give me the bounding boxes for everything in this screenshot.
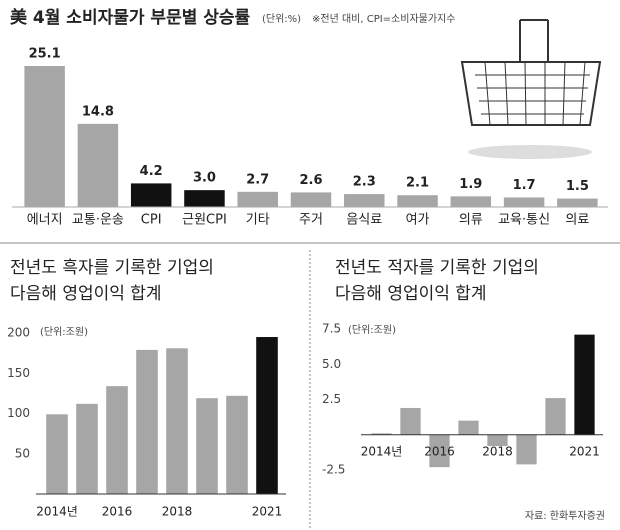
bar [516, 434, 537, 465]
bar [450, 196, 492, 207]
value-label: 2.6 [299, 173, 322, 188]
bar [76, 403, 98, 494]
unit-label: (단위:조원) [40, 325, 88, 338]
bar [136, 349, 158, 494]
bar [487, 434, 508, 447]
x-tick-label: 2018 [162, 505, 193, 519]
y-tick-label: 7.5 [322, 322, 341, 336]
unit-label: (단위:%) [262, 12, 301, 25]
x-tick-label: 2016 [102, 505, 133, 519]
bar [545, 398, 566, 435]
bar [166, 348, 188, 494]
chart-title: 전년도 적자를 기록한 기업의 [335, 258, 539, 278]
x-tick-label: 2018 [482, 445, 513, 459]
x-tick-label: 2016 [424, 445, 455, 459]
x-tick-label: 2021 [252, 505, 283, 519]
y-tick-label: 150 [7, 366, 30, 380]
bar [458, 420, 479, 435]
x-tick-label: 2014년 [36, 505, 78, 519]
bar [46, 414, 68, 494]
bar [290, 192, 332, 207]
chart-title: 美 4월 소비자물가 부문별 상승률 [10, 7, 251, 28]
y-tick-label: 2.5 [322, 392, 341, 406]
basket-illustration [460, 19, 602, 159]
x-tick-label: CPI [141, 213, 162, 228]
x-tick-label: 교통·운송 [72, 213, 124, 228]
x-tick-label: 주거 [299, 213, 323, 228]
value-label: 25.1 [29, 47, 61, 62]
bar [256, 337, 278, 494]
x-tick-label: 에너지 [27, 213, 63, 228]
chart-title: 전년도 흑자를 기록한 기업의 [10, 258, 214, 278]
chart-title: 다음해 영업이익 합계 [335, 284, 487, 304]
x-tick-label: 의류 [459, 213, 483, 228]
y-tick-label: 50 [15, 446, 30, 460]
bar [77, 123, 119, 207]
unit-label: (단위:조원) [348, 323, 396, 336]
value-label: 1.5 [566, 179, 589, 194]
x-tick-label: 기타 [246, 213, 270, 228]
x-tick-label: 의료 [565, 213, 589, 228]
bar [344, 194, 385, 207]
x-tick-label: 2021 [569, 445, 600, 459]
bar [106, 386, 128, 494]
source: 자료: 한화투자증권 [525, 510, 605, 522]
bar [503, 197, 545, 207]
x-tick-label: 여가 [406, 213, 430, 228]
bar [226, 395, 248, 494]
value-label: 14.8 [82, 104, 114, 119]
bar [196, 398, 218, 494]
bar [237, 191, 278, 207]
value-label: 3.0 [193, 171, 216, 186]
value-label: 2.7 [246, 172, 269, 187]
bar [429, 434, 450, 468]
bar [400, 407, 421, 435]
bar [371, 433, 392, 435]
note: ※전년 대비, CPI=소비자물가지수 [312, 13, 455, 25]
y-tick-label: 5.0 [322, 357, 341, 371]
bar [24, 66, 65, 207]
x-tick-label: 2014년 [361, 445, 403, 459]
bar [557, 198, 598, 207]
x-tick-label: 교육·통신 [498, 213, 550, 228]
y-tick-label: -2.5 [322, 463, 345, 477]
bar [397, 195, 438, 207]
x-tick-label: 음식료 [346, 213, 382, 228]
value-label: 4.2 [140, 164, 163, 179]
y-tick-label: 100 [7, 406, 30, 420]
chart-title: 다음해 영업이익 합계 [10, 284, 162, 304]
bar [184, 190, 225, 207]
value-label: 1.7 [513, 178, 536, 193]
value-label: 1.9 [459, 177, 482, 192]
y-tick-label: 200 [7, 326, 30, 340]
bar [130, 183, 172, 207]
value-label: 2.3 [353, 175, 376, 190]
x-tick-label: 근원CPI [182, 213, 227, 228]
value-label: 2.1 [406, 176, 429, 191]
bar [574, 334, 595, 435]
